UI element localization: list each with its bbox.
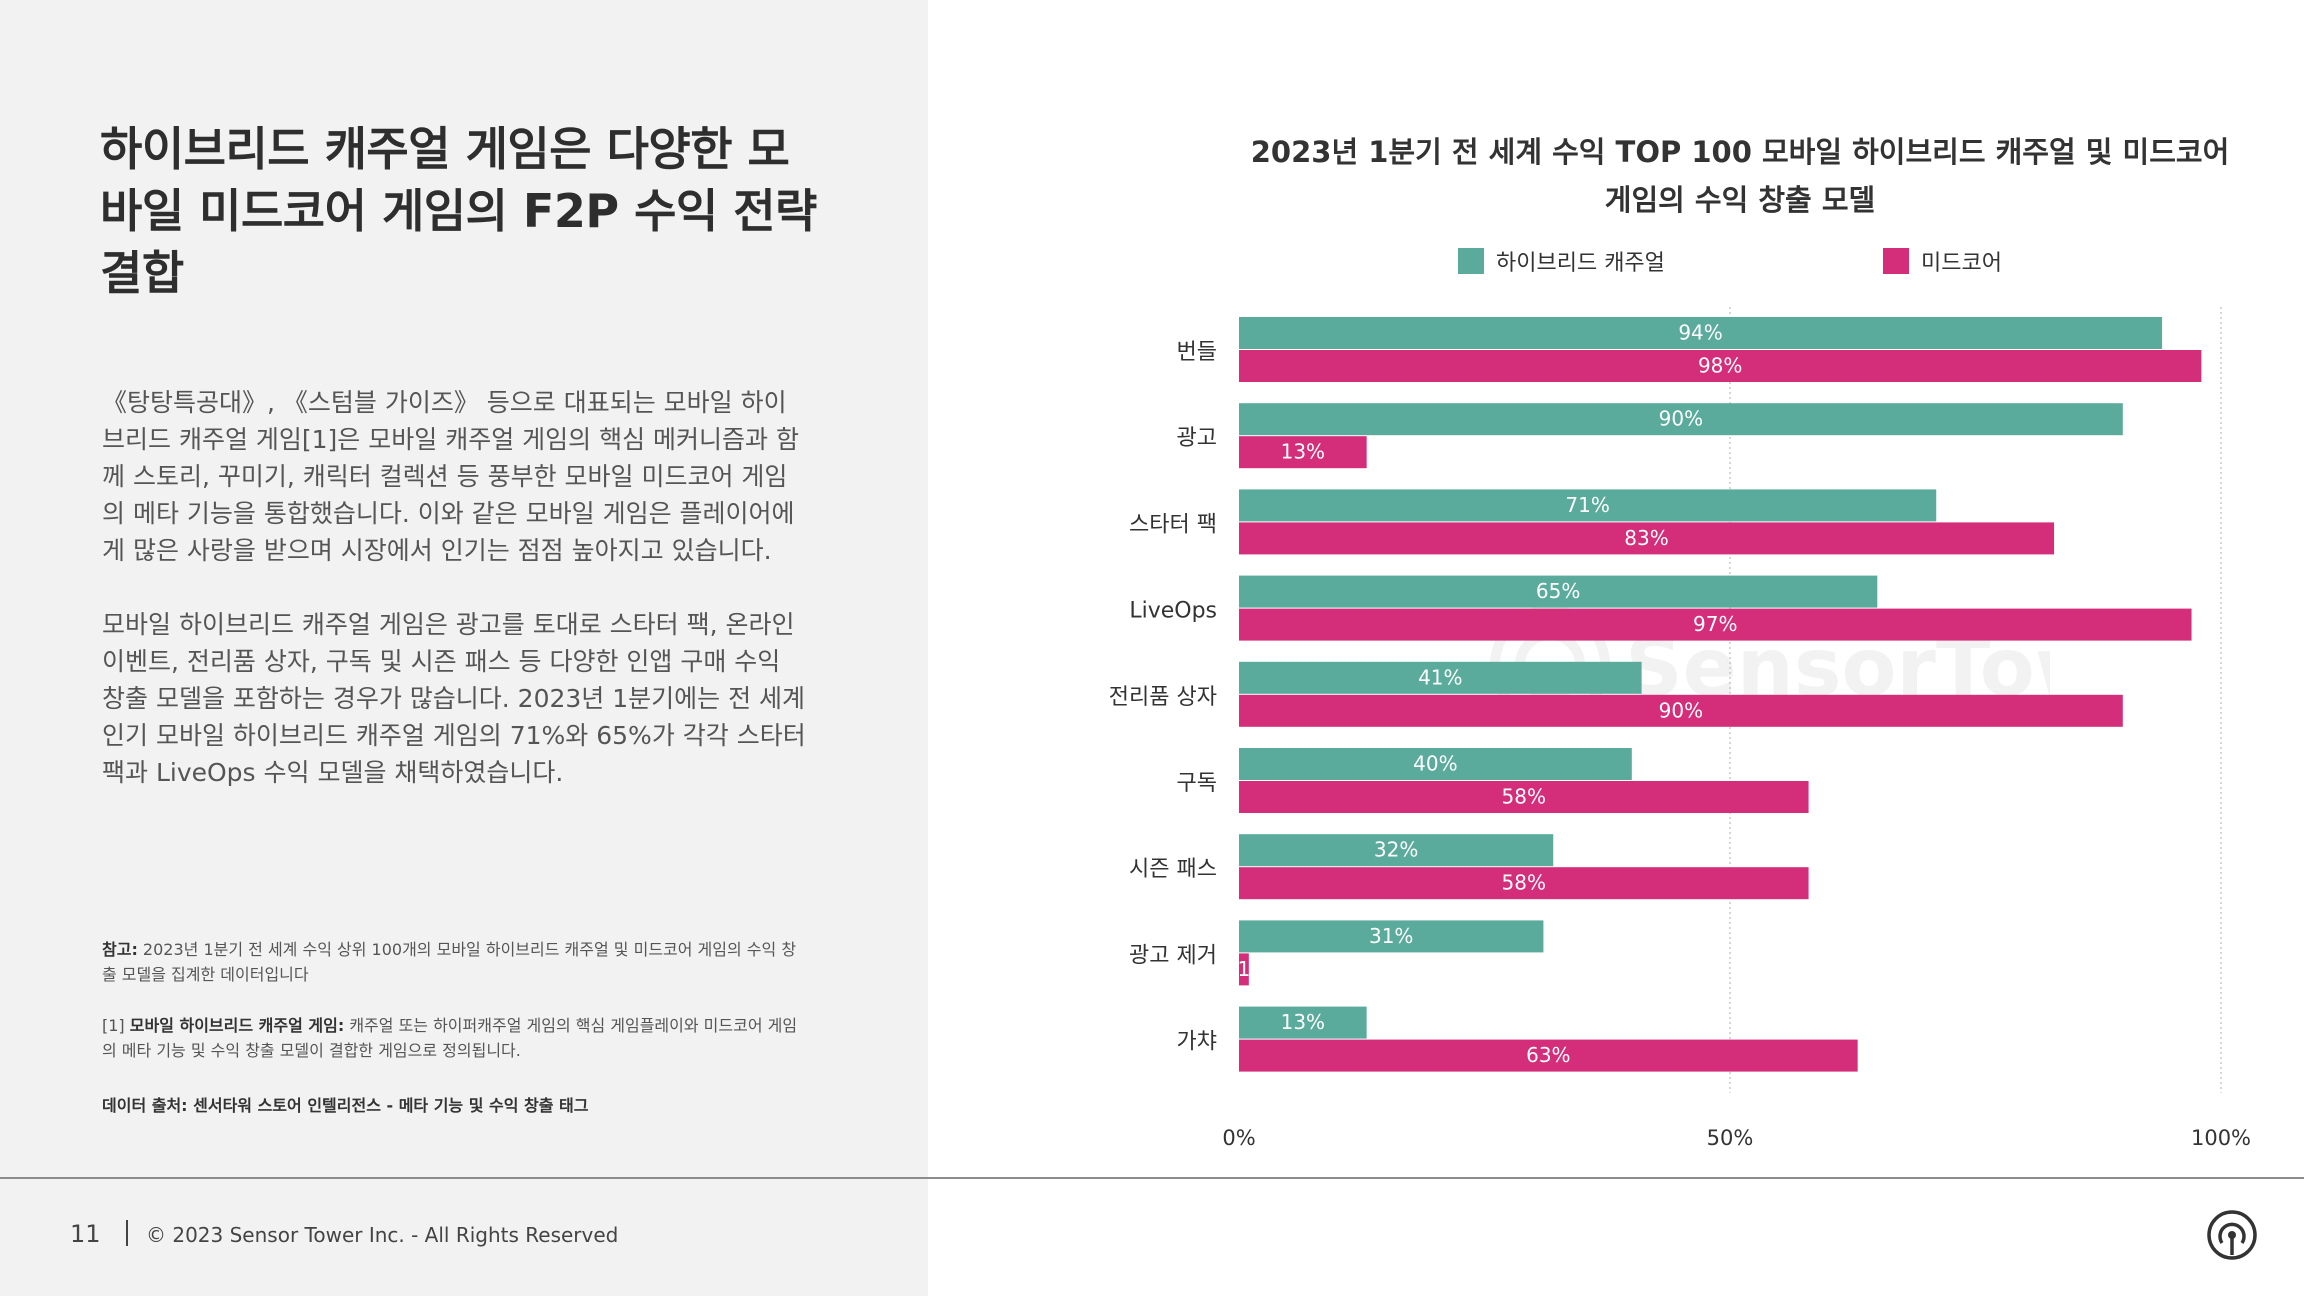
data-label: 94% <box>1678 321 1722 345</box>
bar-midcore <box>1239 608 2192 641</box>
headline: 하이브리드 캐주얼 게임은 다양한 모바일 미드코어 게임의 F2P 수익 전략… <box>100 122 817 300</box>
sensor-tower-logo-icon <box>2207 1210 2257 1260</box>
bar-midcore <box>1239 1039 1858 1072</box>
data-label: 13% <box>1281 440 1325 464</box>
reference-note-text: 2023년 1분기 전 세계 수익 상위 100개의 모바일 하이브리드 캐주얼… <box>102 940 797 984</box>
bar-midcore <box>1239 350 2202 382</box>
data-label: 13% <box>1281 1010 1325 1034</box>
copyright-text: © 2023 Sensor Tower Inc. - All Rights Re… <box>146 1223 619 1247</box>
bar-hybrid-casual <box>1239 575 1878 608</box>
bar-hybrid-casual <box>1239 834 1554 867</box>
category-label: 번들 <box>1177 340 1217 365</box>
bar-hybrid-casual <box>1239 661 1642 694</box>
definition-note-text: 캐주얼 또는 하이퍼캐주얼 게임의 핵심 게임플레이와 미드코어 게임의 메타 … <box>102 1016 798 1060</box>
data-label: 71% <box>1565 493 1609 517</box>
definition-note-marker: [1] <box>102 1016 130 1035</box>
bar-hybrid-casual <box>1239 748 1632 780</box>
bar-hybrid-casual <box>1239 489 1937 522</box>
bar-midcore <box>1239 953 1249 986</box>
x-tick-label: 100% <box>2191 1126 2251 1150</box>
x-tick-label: 0% <box>1222 1126 1255 1150</box>
detail-paragraph: 모바일 하이브리드 캐주얼 게임은 광고를 토대로 스타터 팩, 온라인 이벤트… <box>102 610 806 787</box>
data-label: 58% <box>1502 871 1546 895</box>
data-label: 31% <box>1369 924 1413 948</box>
data-label: 97% <box>1693 612 1737 636</box>
bar-chart: 번들 94% 98% 광고 90% 13% 스타터 팩 71% 83% LiveOps 65% 97%… <box>1109 307 2251 1150</box>
data-label: 63% <box>1526 1043 1570 1067</box>
bar-midcore <box>1239 781 1809 813</box>
left-panel: 하이브리드 캐주얼 게임은 다양한 모바일 미드코어 게임의 F2P 수익 전략… <box>0 0 928 1296</box>
reference-note-label: 참고: <box>102 940 138 959</box>
bar-midcore <box>1239 694 2123 727</box>
bar-hybrid-casual <box>1239 317 2163 349</box>
legend-item-hybrid-casual: 하이브리드 캐주얼 <box>1458 246 1665 276</box>
data-label: 1 <box>1238 957 1251 981</box>
category-label: 전리품 상자 <box>1109 685 1217 710</box>
footer-separator <box>126 1220 128 1246</box>
category-label: 가챠 <box>1177 1030 1217 1055</box>
data-label: 98% <box>1698 354 1742 378</box>
data-label: 90% <box>1659 698 1703 722</box>
category-label: 광고 제거 <box>1129 943 1217 968</box>
data-label: 41% <box>1418 665 1462 689</box>
right-panel <box>928 0 2304 1296</box>
legend-swatch-hybrid-casual <box>1458 248 1484 274</box>
legend-swatch-midcore <box>1883 248 1909 274</box>
category-label: 스타터 팩 <box>1129 512 1217 537</box>
data-label: 32% <box>1374 838 1418 862</box>
data-source-note: 데이터 출처: 센서타워 스토어 인텔리전스 - 메타 기능 및 수익 창출 태… <box>102 1096 589 1115</box>
intro-paragraph: 《탕탕특공대》, 《스텀블 가이즈》 등으로 대표되는 모바일 하이브리드 캐주… <box>102 388 799 565</box>
legend-label-midcore: 미드코어 <box>1921 251 2002 276</box>
definition-note: [1] 모바일 하이브리드 캐주얼 게임: 캐주얼 또는 하이퍼캐주얼 게임의 … <box>102 1013 808 1063</box>
footer-divider <box>0 1177 2304 1179</box>
page-number: 11 <box>70 1220 101 1248</box>
category-label: 광고 <box>1177 426 1217 451</box>
data-label: 40% <box>1413 752 1457 776</box>
bar-midcore <box>1239 522 2055 555</box>
x-tick-label: 50% <box>1707 1126 1754 1150</box>
chart-title: 2023년 1분기 전 세계 수익 TOP 100 모바일 하이브리드 캐주얼 … <box>1250 135 2230 217</box>
category-label: 시즌 패스 <box>1129 857 1217 882</box>
data-label: 83% <box>1624 526 1668 550</box>
bar-midcore <box>1239 867 1809 900</box>
data-label: 90% <box>1659 407 1703 431</box>
legend-item-midcore: 미드코어 <box>1883 246 2002 276</box>
bar-hybrid-casual <box>1239 1006 1367 1039</box>
category-label: LiveOps <box>1129 599 1217 624</box>
bar-hybrid-casual <box>1239 403 2123 436</box>
data-label: 58% <box>1502 785 1546 809</box>
definition-note-label: 모바일 하이브리드 캐주얼 게임: <box>129 1016 345 1035</box>
bar-hybrid-casual <box>1239 920 1544 953</box>
data-label: 65% <box>1536 579 1580 603</box>
legend-label-hybrid-casual: 하이브리드 캐주얼 <box>1496 251 1665 276</box>
category-label: 구독 <box>1177 771 1217 796</box>
reference-note: 참고: 2023년 1분기 전 세계 수익 상위 100개의 모바일 하이브리드… <box>102 937 808 987</box>
bar-midcore <box>1239 436 1367 469</box>
